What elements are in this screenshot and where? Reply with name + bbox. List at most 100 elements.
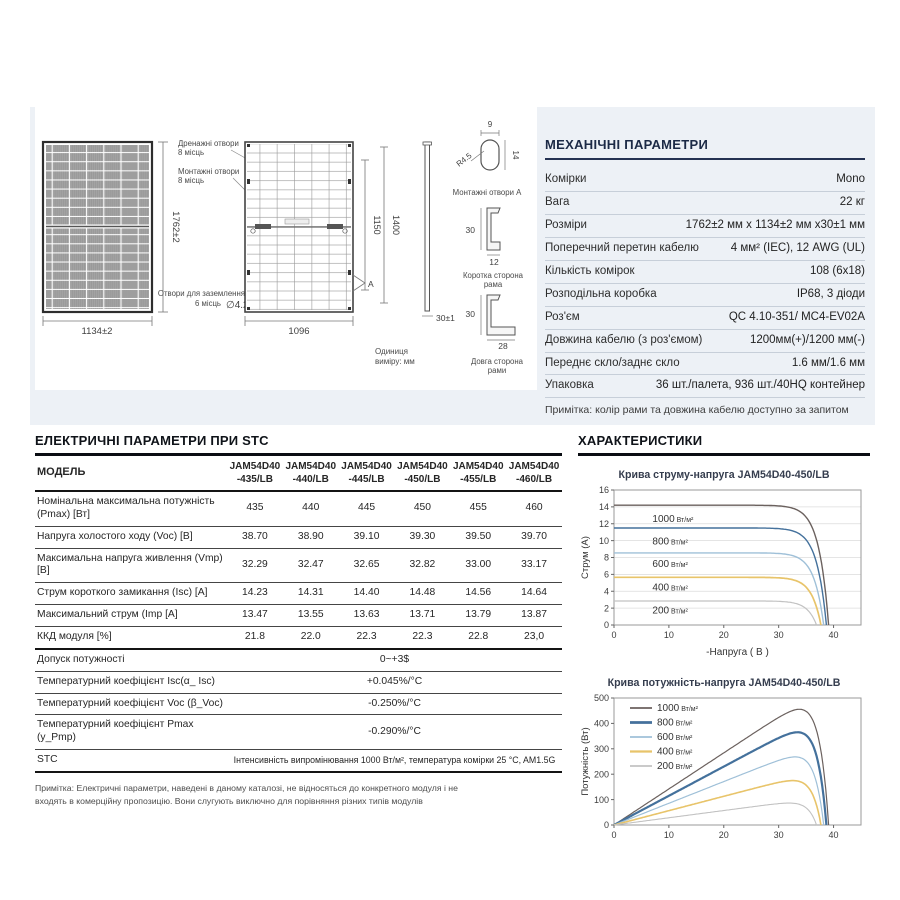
model-header: МОДЕЛЬ bbox=[37, 466, 86, 479]
elec-row-value: 33.00 bbox=[465, 559, 492, 570]
elec-row-value: 38.70 bbox=[242, 530, 268, 542]
elec-row: Напруга холостого ходу (Voc) [В] 38.70 38.… bbox=[35, 527, 562, 549]
elec-row-value: 13.55 bbox=[297, 609, 324, 621]
x-tick-label: 10 bbox=[664, 630, 674, 640]
elec-span-row: Температурний коефіцієнт Isc(α_ Isc) +0.0… bbox=[35, 672, 562, 694]
mech-row: Кількість комірок 108 (6x18) bbox=[545, 261, 865, 284]
ground-holes-label: Отвори для заземлення bbox=[158, 289, 245, 298]
series-label-600: 600 Вт/м² bbox=[657, 732, 693, 743]
front-view-drawing: 1134±2 1762±2 bbox=[41, 140, 181, 337]
model-name: JAM54D40 -460/LB bbox=[508, 461, 560, 485]
mech-row-value: 36 шт./палета, 936 шт./40HQ контейнер bbox=[655, 379, 865, 392]
mechanical-parameters-panel: МЕХАНІЧНІ ПАРАМЕТРИ Комірки Mono Вага 22 кг… bbox=[545, 137, 865, 418]
corner-marker-a: А bbox=[368, 279, 374, 289]
x-tick-label: 0 bbox=[611, 630, 616, 640]
y-tick-label: 2 bbox=[604, 603, 609, 613]
elec-row-value: 14.31 bbox=[297, 587, 324, 599]
back-outer-dimension: 1400 bbox=[391, 215, 401, 235]
elec-span-value: -0.290%/°C bbox=[368, 725, 421, 737]
pv-curve-chart: 0 10 20 30 40 0 100 200 300 400 500 Потужність (Вт)… bbox=[578, 691, 870, 852]
x-axis-label: -Напруга ( В ) bbox=[706, 647, 769, 658]
drain-holes-count: 8 місць bbox=[178, 148, 204, 157]
x-tick-label: 40 bbox=[829, 630, 839, 640]
series-label-1000: 1000 Вт/м² bbox=[652, 514, 694, 525]
mechanical-title: МЕХАНІЧНІ ПАРАМЕТРИ bbox=[545, 137, 865, 160]
elec-span-label: STC bbox=[37, 754, 58, 766]
elec-span-label: Допуск потужності bbox=[37, 653, 125, 665]
mech-row: Комірки Mono bbox=[545, 169, 865, 192]
series-curve-600 bbox=[613, 756, 825, 826]
electrical-table: МОДЕЛЬ JAM54D40 -435/LB JAM54D40 -440/LB JAM5… bbox=[35, 456, 562, 774]
elec-row-value: 38.90 bbox=[297, 530, 324, 542]
front-height-dimension: 1762±2 bbox=[170, 211, 181, 243]
elec-span-value: -0.250%/°C bbox=[368, 697, 421, 709]
pv-chart-title: Крива потужність-напруга JAM54D40-450/LB bbox=[607, 677, 841, 689]
mount-holes-label: Монтажні отвори bbox=[178, 167, 239, 176]
y-tick-label: 0 bbox=[604, 820, 609, 830]
x-tick-label: 20 bbox=[719, 630, 729, 640]
elec-row-value: 21.8 bbox=[244, 631, 265, 643]
elec-row-value: 14.23 bbox=[242, 587, 268, 599]
elec-row-value: 22.0 bbox=[300, 631, 321, 643]
series-label-800: 800 Вт/м² bbox=[652, 536, 688, 547]
panel-drawing-svg: 1134±2 1762±2 Дренажні отвори 8 місць Мо… bbox=[41, 120, 524, 375]
top-section: 1134±2 1762±2 Дренажні отвори 8 місць Мо… bbox=[30, 107, 875, 425]
elec-span-label: Температурний коефіцієнт Isc(α_ Isc) bbox=[37, 675, 215, 687]
y-tick-label: 300 bbox=[594, 744, 609, 754]
mech-row-value: Mono bbox=[836, 173, 865, 185]
mech-row: Розподільна коробка IP68, 3 діоди bbox=[545, 284, 865, 307]
side-profile-drawing: 30±1 bbox=[422, 141, 455, 323]
long-frame-caption-1: Довга сторона bbox=[471, 357, 524, 366]
electrical-title: ЕЛЕКТРИЧНІ ПАРАМЕТРИ ПРИ STC bbox=[35, 433, 562, 456]
mount-hole-detail: 9 14 R4.5 Монтажні отвори А bbox=[453, 120, 522, 197]
short-frame-caption-1: Коротка сторона bbox=[463, 271, 524, 280]
elec-row-value: 14.64 bbox=[521, 587, 547, 599]
elec-row-value: 22.8 bbox=[468, 631, 489, 643]
short-frame-caption-2: рама bbox=[484, 280, 503, 289]
technical-drawings: 1134±2 1762±2 Дренажні отвори 8 місць Мо… bbox=[35, 107, 537, 390]
elec-row-label: Максимальний струм (Imp [А] bbox=[37, 609, 178, 621]
long-frame-width-dim: 28 bbox=[498, 341, 508, 351]
elec-row-value: 13.71 bbox=[409, 609, 436, 621]
series-curve-600 bbox=[614, 552, 825, 626]
mech-row-value: 4 мм² (IEC), 12 AWG (UL) bbox=[730, 241, 865, 254]
electrical-parameters-panel: ЕЛЕКТРИЧНІ ПАРАМЕТРИ ПРИ STC МОДЕЛЬ JAM54… bbox=[35, 433, 562, 808]
back-width-dimension: 1096 bbox=[288, 326, 309, 337]
x-tick-label: 0 bbox=[611, 830, 616, 840]
mechanical-note: Примітка: колір рами та довжина кабелю д… bbox=[545, 404, 849, 417]
iv-chart-svg: 0 10 20 30 40 0 2 4 6 8 10 12 14 16 Струм (А) -Напруга … bbox=[580, 485, 862, 658]
elec-row-value: 22.3 bbox=[412, 631, 433, 643]
elec-row-value: 435 bbox=[246, 502, 264, 514]
elec-row-label: Струм короткого замикання (Isc) [А] bbox=[37, 587, 208, 599]
mech-row: Довжина кабелю (з роз'ємом) 1200мм(+)/120… bbox=[545, 330, 865, 353]
long-frame-section: 30 28 Довга сторона рами bbox=[466, 294, 524, 375]
series-curve-1000 bbox=[614, 504, 830, 626]
elec-span-row: Допуск потужності 0~+3$ bbox=[35, 650, 562, 672]
unit-note: Одиниця виміру: мм bbox=[375, 347, 415, 366]
short-frame-height-dim: 30 bbox=[466, 225, 476, 235]
characteristics-panel: ХАРАКТЕРИСТИКИ Крива струму-напруга JAM5… bbox=[578, 433, 870, 852]
elec-row: Максимальний струм (Imp [А] 13.47 13.55 13.… bbox=[35, 605, 562, 628]
elec-row-value: 32.47 bbox=[297, 559, 324, 570]
back-view-drawing: 1096 1150 1400 А bbox=[244, 141, 401, 337]
y-tick-label: 8 bbox=[604, 553, 609, 563]
series-curve-200 bbox=[614, 600, 818, 626]
mech-row-value: IP68, 3 діоди bbox=[796, 287, 865, 300]
mech-row: Розміри 1762±2 мм x 1134±2 мм x30±1 мм bbox=[545, 215, 865, 238]
elec-row-value: 440 bbox=[302, 502, 320, 514]
elec-span-row: Температурний коефіцієнт Voc (β_Voc) -0.2… bbox=[35, 694, 562, 716]
series-label-600: 600 Вт/м² bbox=[652, 559, 688, 570]
mech-row-value: 108 (6x18) bbox=[810, 264, 865, 277]
elec-row-value: 14.40 bbox=[353, 587, 380, 599]
series-label-200: 200 Вт/м² bbox=[652, 606, 688, 617]
long-frame-height-dim: 30 bbox=[466, 309, 476, 319]
model-name: JAM54D40 -445/LB bbox=[341, 461, 392, 485]
x-tick-label: 30 bbox=[774, 830, 784, 840]
mech-row-value: 1762±2 мм x 1134±2 мм x30±1 мм bbox=[685, 218, 865, 231]
long-frame-caption-2: рами bbox=[488, 366, 506, 375]
y-tick-label: 6 bbox=[604, 570, 609, 580]
model-name: JAM54D40 -450/LB bbox=[397, 461, 448, 485]
series-label-400: 400 Вт/м² bbox=[657, 747, 693, 758]
